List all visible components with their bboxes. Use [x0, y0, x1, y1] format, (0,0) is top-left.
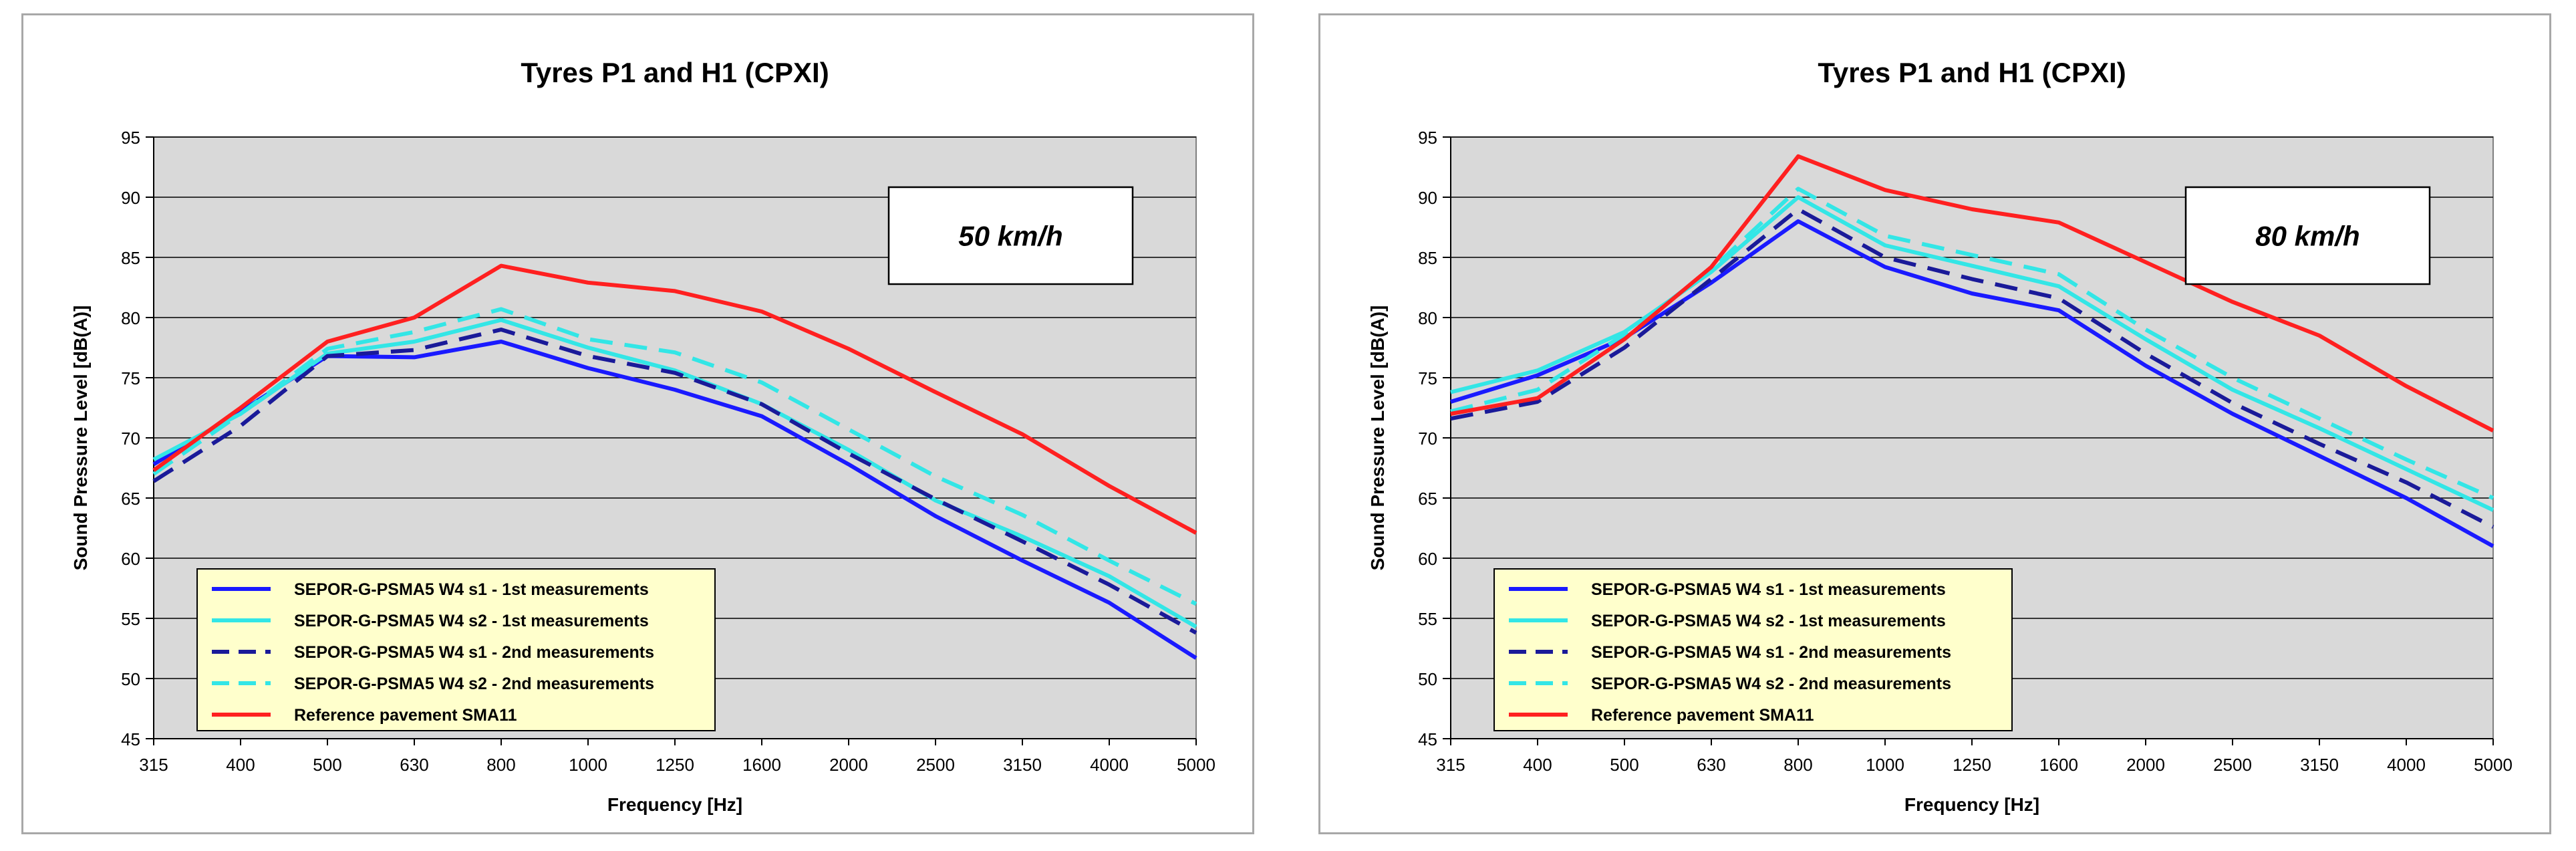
- x-tick-label: 800: [1783, 755, 1812, 775]
- x-axis-title: Frequency [Hz]: [1904, 794, 2039, 815]
- series-line-2: [152, 318, 1197, 629]
- y-tick-label: 50: [121, 669, 140, 689]
- legend-label-3: SEPOR-G-PSMA5 W4 s1 - 2nd measurements: [294, 643, 654, 662]
- x-tick-label: 5000: [2474, 755, 2513, 775]
- y-tick-label: 60: [1418, 549, 1437, 569]
- y-tick-label: 50: [1418, 669, 1437, 689]
- y-tick-label: 95: [1418, 128, 1437, 148]
- x-tick-label: 5000: [1177, 755, 1215, 775]
- x-tick-label: 2500: [2213, 755, 2252, 775]
- y-tick-label: 55: [121, 609, 140, 629]
- chart-title: Tyres P1 and H1 (CPXI): [521, 57, 829, 88]
- speed-label: 80 km/h: [2255, 221, 2359, 252]
- x-tick-label: 3150: [2300, 755, 2339, 775]
- x-tick-label: 1250: [1953, 755, 1991, 775]
- y-tick-label: 85: [121, 248, 140, 268]
- legend-label-2: SEPOR-G-PSMA5 W4 s2 - 1st measurements: [1591, 612, 1946, 630]
- y-tick-label: 85: [1418, 248, 1437, 268]
- y-tick-label: 80: [1418, 308, 1437, 328]
- x-tick-label: 2000: [2126, 755, 2165, 775]
- x-tick-label: 500: [1610, 755, 1638, 775]
- y-tick-label: 95: [121, 128, 140, 148]
- x-tick-label: 315: [1436, 755, 1465, 775]
- chart-svg-80kmh: 45 50 55 60 65 70 75 80 85 90 95 315 400 500 630 800 100…: [1367, 57, 2513, 815]
- y-tick-label: 45: [1418, 729, 1437, 749]
- x-tick-label: 500: [313, 755, 341, 775]
- y-tick-label: 70: [1418, 429, 1437, 449]
- legend-label-4: SEPOR-G-PSMA5 W4 s2 - 2nd measurements: [294, 675, 654, 693]
- legend-box: [1493, 568, 2013, 731]
- series-line-4: [1450, 187, 2494, 500]
- x-tick-label: 3150: [1003, 755, 1042, 775]
- x-axis-title: Frequency [Hz]: [607, 794, 742, 815]
- y-tick-label: 80: [121, 308, 140, 328]
- y-tick-label: 90: [1418, 188, 1437, 208]
- series-line-5: [1450, 154, 2494, 433]
- speed-label-box: [2184, 186, 2431, 285]
- legend-label-1: SEPOR-G-PSMA5 W4 s1 - 1st measurements: [1591, 580, 1946, 599]
- x-tick-label: 1600: [742, 755, 781, 775]
- y-tick-label: 90: [121, 188, 140, 208]
- y-tick-label: 45: [121, 729, 140, 749]
- x-tick-label: 400: [1523, 755, 1552, 775]
- x-tick-label: 315: [139, 755, 168, 775]
- legend-label-5: Reference pavement SMA11: [1591, 706, 1814, 725]
- x-tick-label: 1000: [569, 755, 607, 775]
- legend-label-1: SEPOR-G-PSMA5 W4 s1 - 1st measurements: [294, 580, 649, 599]
- legend-label-5: Reference pavement SMA11: [294, 706, 517, 725]
- y-tick-label: 75: [121, 368, 140, 388]
- y-tick-label: 75: [1418, 368, 1437, 388]
- series-line-4: [152, 307, 1197, 606]
- x-tick-label: 2500: [916, 755, 955, 775]
- chart-panel-80kmh: 45 50 55 60 65 70 75 80 85 90 95 315 400 500 630 800 100…: [1318, 13, 2551, 834]
- chart-panel-50kmh: 45 50 55 60 65 70 75 80 85 90 95 315 400 500 630 800 100…: [21, 13, 1254, 834]
- y-axis-title: Sound Pressure Level [dB(A)]: [1367, 306, 1388, 571]
- legend-box: [196, 568, 716, 731]
- x-tick-label: 400: [226, 755, 255, 775]
- x-tick-label: 630: [400, 755, 428, 775]
- chart-title: Tyres P1 and H1 (CPXI): [1818, 57, 2126, 88]
- x-tick-label: 1600: [2039, 755, 2078, 775]
- series-line-5: [152, 263, 1197, 535]
- x-tick-label: 4000: [1090, 755, 1129, 775]
- x-tick-label: 4000: [2387, 755, 2426, 775]
- x-tick-label: 1250: [656, 755, 694, 775]
- legend-label-2: SEPOR-G-PSMA5 W4 s2 - 1st measurements: [294, 612, 649, 630]
- x-tick-label: 1000: [1866, 755, 1904, 775]
- y-axis-title: Sound Pressure Level [dB(A)]: [70, 306, 91, 571]
- chart-svg-50kmh: 45 50 55 60 65 70 75 80 85 90 95 315 400 500 630 800 100…: [70, 57, 1215, 815]
- y-tick-label: 65: [1418, 489, 1437, 509]
- series-line-3: [152, 328, 1197, 635]
- legend-label-3: SEPOR-G-PSMA5 W4 s1 - 2nd measurements: [1591, 643, 1951, 662]
- y-tick-label: 55: [1418, 609, 1437, 629]
- speed-label-box: [887, 186, 1134, 285]
- legend-label-4: SEPOR-G-PSMA5 W4 s2 - 2nd measurements: [1591, 675, 1951, 693]
- x-tick-label: 800: [486, 755, 515, 775]
- y-tick-label: 65: [121, 489, 140, 509]
- y-tick-label: 60: [121, 549, 140, 569]
- speed-label: 50 km/h: [958, 221, 1062, 252]
- x-tick-label: 2000: [829, 755, 868, 775]
- series-line-3: [1450, 207, 2494, 529]
- y-tick-label: 70: [121, 429, 140, 449]
- x-tick-label: 630: [1697, 755, 1725, 775]
